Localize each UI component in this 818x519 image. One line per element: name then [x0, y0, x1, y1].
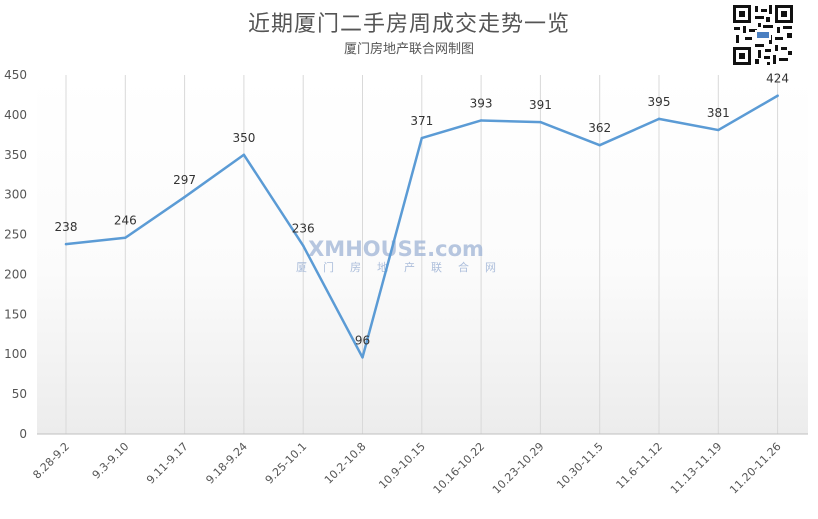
y-tick-label: 250	[4, 228, 27, 242]
x-tick-label: 11.13-11.19	[668, 440, 725, 497]
data-point	[717, 128, 720, 132]
qr-code-icon	[731, 3, 795, 67]
data-point	[64, 242, 68, 246]
data-label: 297	[173, 173, 196, 187]
data-label: 96	[355, 333, 370, 347]
data-point	[242, 153, 246, 156]
data-point	[361, 356, 364, 359]
x-tick-label: 10.9-10.15	[376, 440, 428, 492]
x-tick-label: 10.2-10.8	[322, 440, 369, 487]
x-tick-label: 10.23-10.29	[490, 440, 547, 497]
watermark-brand: XMHOUSE.com	[308, 237, 484, 261]
y-tick-label: 50	[12, 387, 27, 401]
data-point	[183, 195, 186, 199]
data-point	[657, 117, 661, 121]
y-tick-label: 100	[4, 347, 27, 361]
y-tick-label: 350	[4, 148, 27, 162]
y-tick-label: 0	[19, 427, 27, 441]
data-label: 350	[232, 131, 255, 145]
data-point	[420, 136, 423, 140]
data-label: 371	[410, 114, 433, 128]
data-label: 236	[292, 222, 315, 236]
x-tick-label: 9.11-9.17	[144, 440, 191, 487]
x-tick-label: 11.20-11.26	[727, 440, 784, 497]
data-point	[539, 120, 542, 124]
data-label: 381	[707, 106, 730, 120]
watermark-cn: 厦门房地产联合网	[296, 260, 512, 274]
data-label: 395	[648, 95, 671, 109]
data-label: 424	[766, 72, 789, 86]
x-tick-label: 10.16-10.22	[431, 440, 488, 497]
data-point	[124, 236, 127, 239]
y-tick-label: 450	[4, 68, 27, 82]
data-label: 238	[55, 220, 78, 234]
x-tick-label: 8.28-9.2	[30, 440, 72, 482]
x-tick-label: 10.30-11.5	[554, 440, 606, 492]
data-label: 391	[529, 98, 552, 112]
y-tick-label: 150	[4, 307, 27, 321]
y-tick-label: 200	[4, 267, 27, 281]
data-point	[776, 94, 779, 97]
x-tick-label: 9.3-9.10	[90, 440, 132, 482]
watermark: XMHOUSE.com 厦门房地产联合网	[296, 237, 512, 274]
x-tick-label: 9.25-10.1	[263, 440, 310, 487]
chart-title: 近期厦门二手房周成交走势一览	[247, 12, 570, 37]
x-tick-label: 11.6-11.12	[614, 440, 666, 492]
plot-background	[37, 75, 808, 434]
data-label: 246	[114, 214, 137, 228]
y-tick-label: 400	[4, 108, 27, 122]
y-tick-label: 300	[4, 188, 27, 202]
data-label: 393	[470, 96, 493, 110]
data-label: 362	[588, 121, 611, 135]
chart-subtitle: 厦门房地产联合网制图	[343, 42, 474, 57]
x-tick-label: 9.18-9.24	[203, 440, 250, 487]
data-point	[479, 119, 483, 122]
data-point	[302, 244, 305, 247]
data-point	[598, 144, 601, 147]
